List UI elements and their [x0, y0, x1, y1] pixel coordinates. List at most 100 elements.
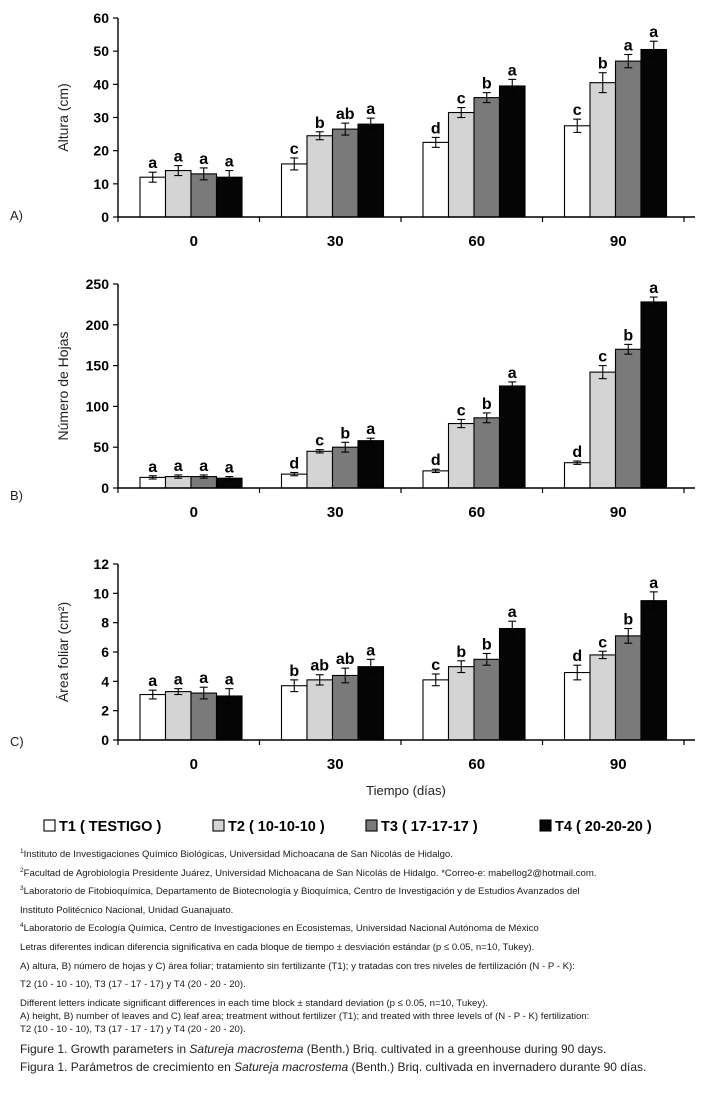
affiliation-4: 4Laboratorio de Ecología Química, Centro…: [20, 922, 539, 935]
significance-letter: b: [289, 663, 299, 680]
significance-letter: a: [225, 672, 234, 689]
significance-letter: a: [174, 458, 183, 475]
y-tick-label: 30: [93, 110, 109, 126]
legend-swatch: [365, 819, 378, 832]
legend-swatch: [539, 819, 552, 832]
legend-swatch: [43, 819, 56, 832]
x-tick-label: 90: [610, 504, 627, 521]
bar: [164, 691, 192, 741]
significance-letter: b: [482, 396, 492, 413]
caption-es: Figura 1. Parámetros de crecimiento en S…: [20, 1060, 647, 1075]
bar: [640, 48, 668, 218]
bar: [498, 385, 526, 489]
significance-letter: b: [482, 636, 492, 653]
x-tick-label: 60: [468, 504, 485, 521]
bar: [473, 97, 501, 218]
bar: [306, 135, 334, 218]
significance-letter: c: [457, 91, 466, 108]
bar: [357, 440, 385, 489]
legend-label: T3 ( 17-17-17 ): [381, 819, 478, 835]
x-axis-title: Tiempo (días): [366, 783, 446, 798]
x-tick-label: 0: [190, 756, 198, 773]
significance-letter: a: [148, 155, 157, 172]
significance-letter: c: [598, 634, 607, 651]
bar: [422, 141, 450, 218]
y-tick-label: 200: [86, 317, 110, 333]
bar: [139, 176, 167, 218]
bar: [331, 674, 359, 741]
x-tick-label: 60: [468, 233, 485, 250]
y-tick-label: 60: [93, 10, 109, 26]
significance-letter: b: [623, 327, 633, 344]
legend-label: T2 ( 10-10-10 ): [228, 819, 325, 835]
significance-letter: d: [431, 452, 441, 469]
significance-letter: d: [431, 120, 441, 137]
x-tick-label: 30: [327, 233, 344, 250]
note-en-1: Different letters indicate significant d…: [20, 997, 488, 1009]
bar: [589, 371, 617, 489]
significance-letter: c: [457, 402, 466, 419]
bar: [447, 666, 475, 741]
x-tick-label: 90: [610, 756, 627, 773]
significance-letter: a: [174, 672, 183, 689]
significance-letter: a: [199, 458, 208, 475]
significance-letter: b: [340, 425, 350, 442]
significance-letter: a: [225, 154, 234, 171]
significance-letter: c: [290, 141, 299, 158]
significance-letter: a: [649, 280, 658, 297]
y-tick-label: 0: [101, 209, 109, 225]
significance-letter: c: [315, 433, 324, 450]
y-tick-label: 40: [93, 76, 109, 92]
bar: [447, 422, 475, 489]
note-es-1: Letras diferentes indican diferencia sig…: [20, 941, 535, 953]
note-en-3: T2 (10 - 10 - 10), T3 (17 - 17 - 17) y T…: [20, 1023, 246, 1035]
x-tick-label: 60: [468, 756, 485, 773]
bar: [640, 301, 668, 489]
y-axis-title: Número de Hojas: [55, 332, 71, 441]
significance-letter: a: [649, 575, 658, 592]
bar: [447, 111, 475, 218]
significance-letter: d: [289, 455, 299, 472]
legend-label: T1 ( TESTIGO ): [59, 819, 161, 835]
significance-letter: a: [366, 421, 375, 438]
significance-letter: a: [225, 460, 234, 477]
y-tick-label: 20: [93, 143, 109, 159]
y-tick-label: 50: [93, 43, 109, 59]
bar: [331, 128, 359, 218]
panel-label: B): [10, 488, 23, 503]
y-axis-title: Área foliar (cm²): [55, 602, 71, 702]
bar: [280, 685, 308, 741]
y-tick-label: 6: [101, 644, 109, 660]
x-tick-label: 90: [610, 233, 627, 250]
y-axis-title: Altura (cm): [55, 83, 71, 151]
bar: [306, 679, 334, 741]
bar: [331, 446, 359, 489]
bar: [589, 654, 617, 741]
significance-letter: a: [366, 101, 375, 118]
significance-letter: a: [199, 670, 208, 687]
significance-letter: d: [572, 648, 582, 665]
x-tick-label: 0: [190, 233, 198, 250]
bar: [498, 627, 526, 741]
significance-letter: a: [174, 149, 183, 166]
x-tick-label: 30: [327, 756, 344, 773]
significance-letter: a: [366, 642, 375, 659]
bar: [563, 462, 591, 489]
y-tick-label: 2: [101, 703, 109, 719]
bar: [422, 679, 450, 741]
significance-letter: ab: [336, 106, 355, 123]
bar: [280, 163, 308, 218]
bar: [357, 666, 385, 741]
significance-letter: b: [482, 76, 492, 93]
x-tick-label: 30: [327, 504, 344, 521]
bar: [563, 671, 591, 741]
affiliation-1: 1Instituto de Investigaciones Químico Bi…: [20, 848, 453, 860]
significance-letter: a: [508, 62, 517, 79]
y-tick-label: 12: [93, 556, 109, 572]
bar: [589, 82, 617, 218]
bar: [306, 450, 334, 489]
bar: [357, 123, 385, 218]
bar: [640, 600, 668, 741]
y-tick-label: 10: [93, 176, 109, 192]
